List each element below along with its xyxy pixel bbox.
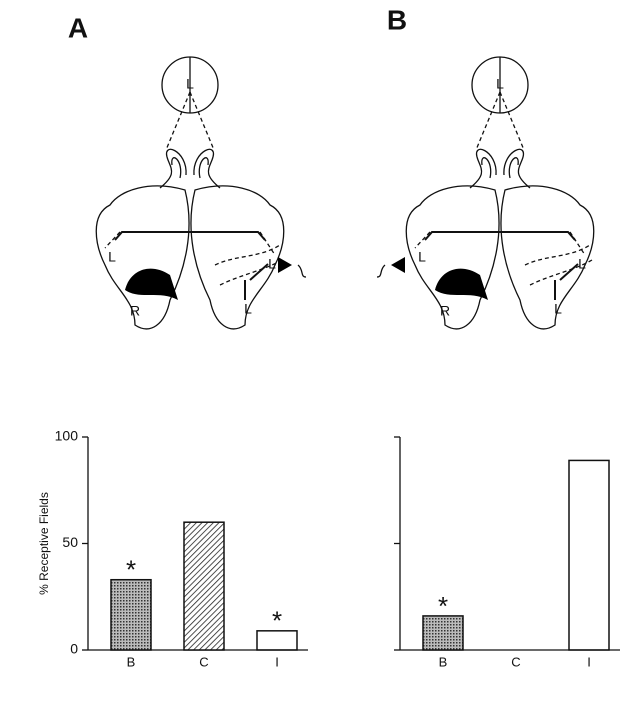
y-tick-label: 50 <box>62 534 78 550</box>
arrow <box>249 263 269 281</box>
commissure <box>114 231 266 241</box>
y-tick-label: 0 <box>70 641 78 657</box>
diagram-label: R <box>440 303 450 319</box>
optic-tract <box>503 148 531 189</box>
x-tick-label: I <box>275 654 279 669</box>
hemisphere <box>405 185 500 330</box>
electrode-wire <box>297 264 307 278</box>
annotation: * <box>126 555 136 585</box>
diagram-label: L <box>496 76 504 92</box>
electrode <box>391 257 405 273</box>
pathway <box>104 231 121 249</box>
panel-label: A <box>68 12 88 43</box>
visual-path <box>475 91 501 151</box>
arrow <box>559 263 579 281</box>
annotation: * <box>272 606 282 636</box>
y-axis-label: % Receptive Fields <box>37 492 51 595</box>
x-tick-label: C <box>511 654 520 669</box>
x-tick-label: I <box>587 654 591 669</box>
panel-label: B <box>387 4 407 35</box>
diagram-label: L <box>244 301 252 317</box>
visual-path <box>189 91 215 151</box>
electrode-wire <box>376 264 386 278</box>
pathway <box>414 231 431 249</box>
x-tick-label: B <box>439 654 448 669</box>
lesion <box>125 268 178 300</box>
diagram-label: L <box>554 301 562 317</box>
diagram-label: R <box>130 303 140 319</box>
diagram-label: L <box>108 249 116 265</box>
visual-path <box>499 91 525 151</box>
optic-tract <box>198 157 209 179</box>
hemisphere <box>95 185 190 330</box>
visual-path <box>165 91 191 151</box>
pathway <box>569 231 586 256</box>
x-tick-label: B <box>127 654 136 669</box>
x-tick-label: C <box>199 654 208 669</box>
lesion <box>435 268 488 300</box>
optic-tract <box>469 148 497 189</box>
bar <box>183 521 225 651</box>
hemisphere <box>190 185 285 330</box>
optic-tract <box>159 148 187 189</box>
optic-tract <box>171 157 182 179</box>
optic-tract <box>193 148 221 189</box>
bar <box>568 459 610 651</box>
optic-tract <box>508 157 519 179</box>
diagram-label: L <box>186 76 194 92</box>
pathway <box>259 231 276 256</box>
bar <box>256 630 298 651</box>
bar <box>110 578 152 651</box>
optic-tract <box>481 157 492 179</box>
diagram-label: L <box>268 256 276 272</box>
hemisphere <box>500 185 595 330</box>
y-tick-label: 100 <box>55 428 79 444</box>
electrode <box>278 257 292 273</box>
commissure <box>424 231 576 241</box>
diagram-label: L <box>578 256 586 272</box>
diagram-label: L <box>418 249 426 265</box>
bar <box>422 615 464 651</box>
annotation: * <box>438 591 448 621</box>
